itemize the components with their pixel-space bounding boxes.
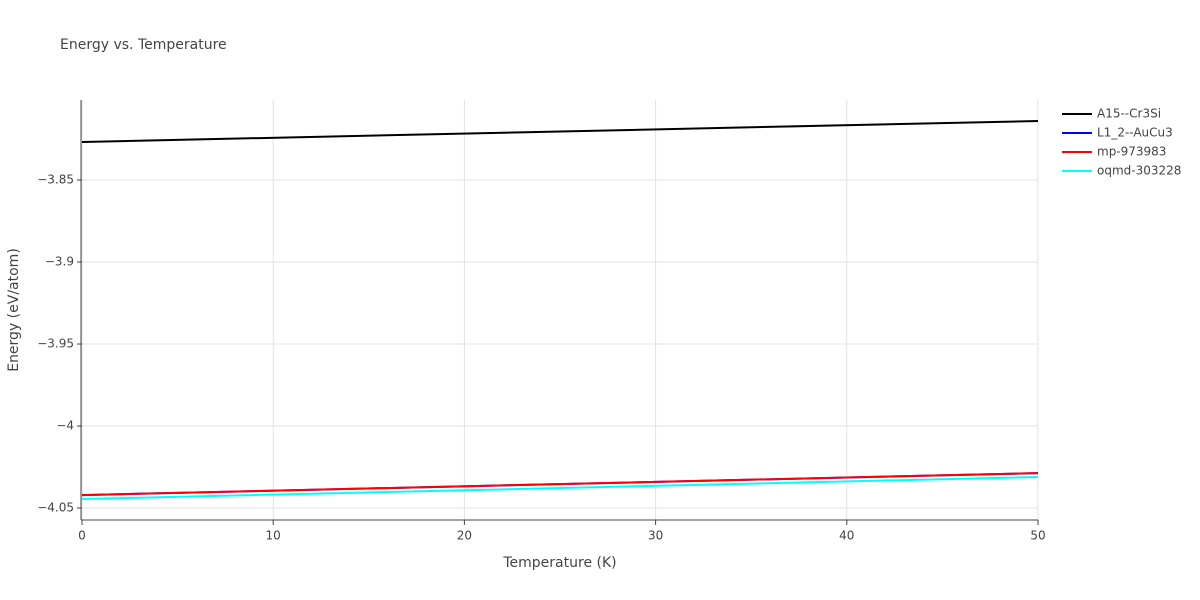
y-tick-label: −3.95 (37, 337, 74, 351)
legend-label: mp-973983 (1097, 145, 1166, 159)
x-tick-label: 10 (266, 529, 281, 543)
x-tick-label: 50 (1030, 529, 1045, 543)
x-tick-label: 40 (839, 529, 854, 543)
x-tick-label: 20 (457, 529, 472, 543)
x-axis-title: Temperature (K) (502, 555, 616, 571)
x-tick-label: 0 (78, 529, 86, 543)
y-tick-label: −3.85 (37, 173, 74, 187)
y-tick-label: −4 (56, 419, 74, 433)
legend-item[interactable]: L1_2--AuCu3 (1062, 126, 1173, 140)
legend-item[interactable]: A15--Cr3Si (1062, 107, 1161, 121)
y-tick-label: −3.9 (45, 255, 74, 269)
y-tick-label: −4.05 (37, 501, 74, 515)
series-line (81, 472, 1039, 497)
legend-item[interactable]: mp-973983 (1062, 145, 1166, 159)
series-line (81, 476, 1039, 501)
x-tick-label: 30 (648, 529, 663, 543)
series-line (81, 119, 1039, 143)
legend-label: L1_2--AuCu3 (1097, 126, 1173, 140)
y-axis-title: Energy (eV/atom) (6, 248, 22, 372)
chart-title: Energy vs. Temperature (60, 37, 227, 53)
legend-item[interactable]: oqmd-303228 (1062, 164, 1181, 178)
legend-label: oqmd-303228 (1097, 164, 1181, 178)
legend-label: A15--Cr3Si (1097, 107, 1161, 121)
